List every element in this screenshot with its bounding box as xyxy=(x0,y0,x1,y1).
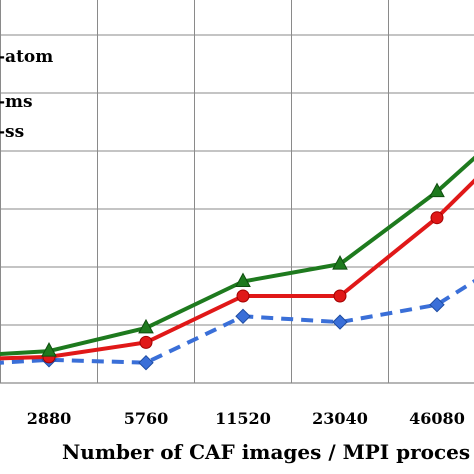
legend-label: -atom xyxy=(0,47,53,67)
chart-grid xyxy=(0,0,474,384)
series-marker-triangle xyxy=(138,318,154,334)
series-line xyxy=(0,155,474,357)
x-tick-label: 46080 xyxy=(409,409,465,428)
series-marker-triangle xyxy=(429,182,445,198)
series-marker-circle xyxy=(236,289,250,303)
series-marker-circle xyxy=(430,211,444,225)
series-marker-triangle xyxy=(332,255,348,270)
series-marker-circle xyxy=(139,335,153,349)
x-tick-labels: 14402880576011520230404608092160 xyxy=(27,409,465,428)
legend-label: -ss xyxy=(0,122,24,142)
legend-label: -ms xyxy=(0,92,33,112)
series-marker-triangle xyxy=(235,272,251,287)
series-line xyxy=(0,178,474,361)
x-axis-title: Number of CAF images / MPI proces xyxy=(62,440,470,464)
series-marker-triangle xyxy=(41,342,57,357)
x-tick-label: 2880 xyxy=(27,409,72,428)
series-markers xyxy=(41,182,445,371)
series-marker-diamond xyxy=(138,354,154,371)
x-tick-label: 11520 xyxy=(215,409,271,428)
x-tick-label: 5760 xyxy=(124,409,169,428)
series-marker-diamond xyxy=(235,308,251,325)
series-marker-circle xyxy=(333,289,347,303)
legend: -atom -ms -ss xyxy=(0,47,53,142)
series-lines xyxy=(0,155,474,365)
series-marker-diamond xyxy=(429,296,445,313)
series-marker-diamond xyxy=(332,314,348,330)
x-tick-label: 23040 xyxy=(312,409,368,428)
